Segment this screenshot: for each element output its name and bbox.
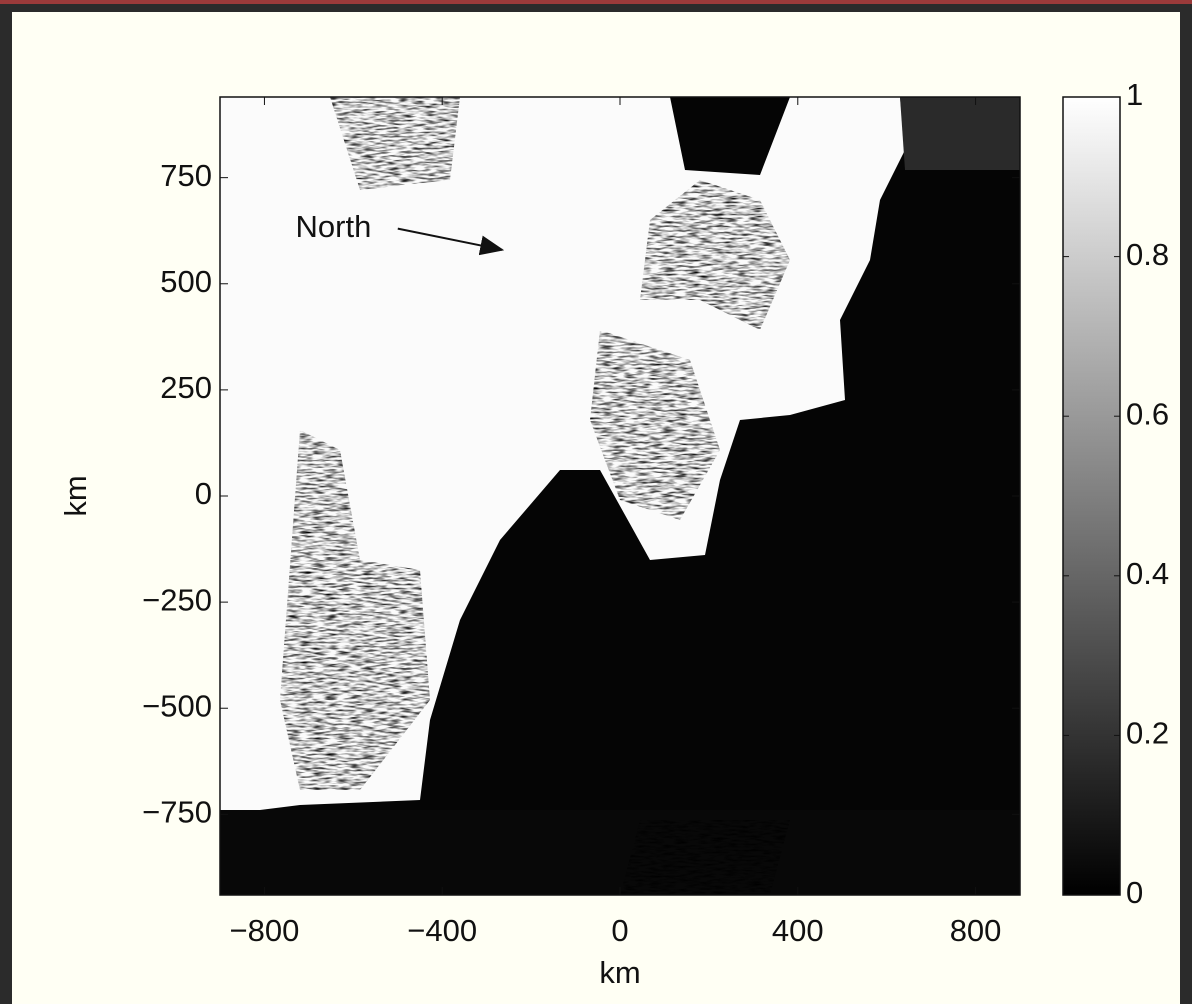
- colorbar-tick-label: 0.2: [1126, 716, 1169, 751]
- x-tick-label: −400: [407, 913, 477, 948]
- top-strip: [0, 0, 1192, 4]
- x-tick-label: −800: [230, 913, 300, 948]
- y-tick-label: −250: [142, 582, 212, 617]
- colorbar: [1062, 96, 1121, 896]
- annotation: North: [296, 209, 372, 244]
- colorbar-tick-label: 0.4: [1126, 556, 1169, 591]
- x-axis-label: km: [599, 955, 640, 990]
- y-tick-label: 750: [160, 158, 212, 193]
- y-tick-label: −500: [142, 688, 212, 723]
- y-tick-label: 250: [160, 370, 212, 405]
- y-tick-label: −750: [142, 795, 212, 830]
- colorbar-tick-label: 0.8: [1126, 237, 1169, 272]
- y-tick-label: 500: [160, 264, 212, 299]
- image-field: [220, 97, 1020, 895]
- colorbar-tick-label: 0.6: [1126, 396, 1169, 431]
- colorbar-tick-label: 1: [1126, 77, 1143, 112]
- x-tick-label: 0: [611, 913, 628, 948]
- x-tick-label: 800: [950, 913, 1002, 948]
- y-tick-label: 0: [195, 476, 212, 511]
- colorbar-tick-label: 0: [1126, 875, 1143, 910]
- annotation-arrow: [397, 227, 505, 256]
- x-tick-label: 400: [772, 913, 824, 948]
- y-axis-label: km: [58, 475, 93, 516]
